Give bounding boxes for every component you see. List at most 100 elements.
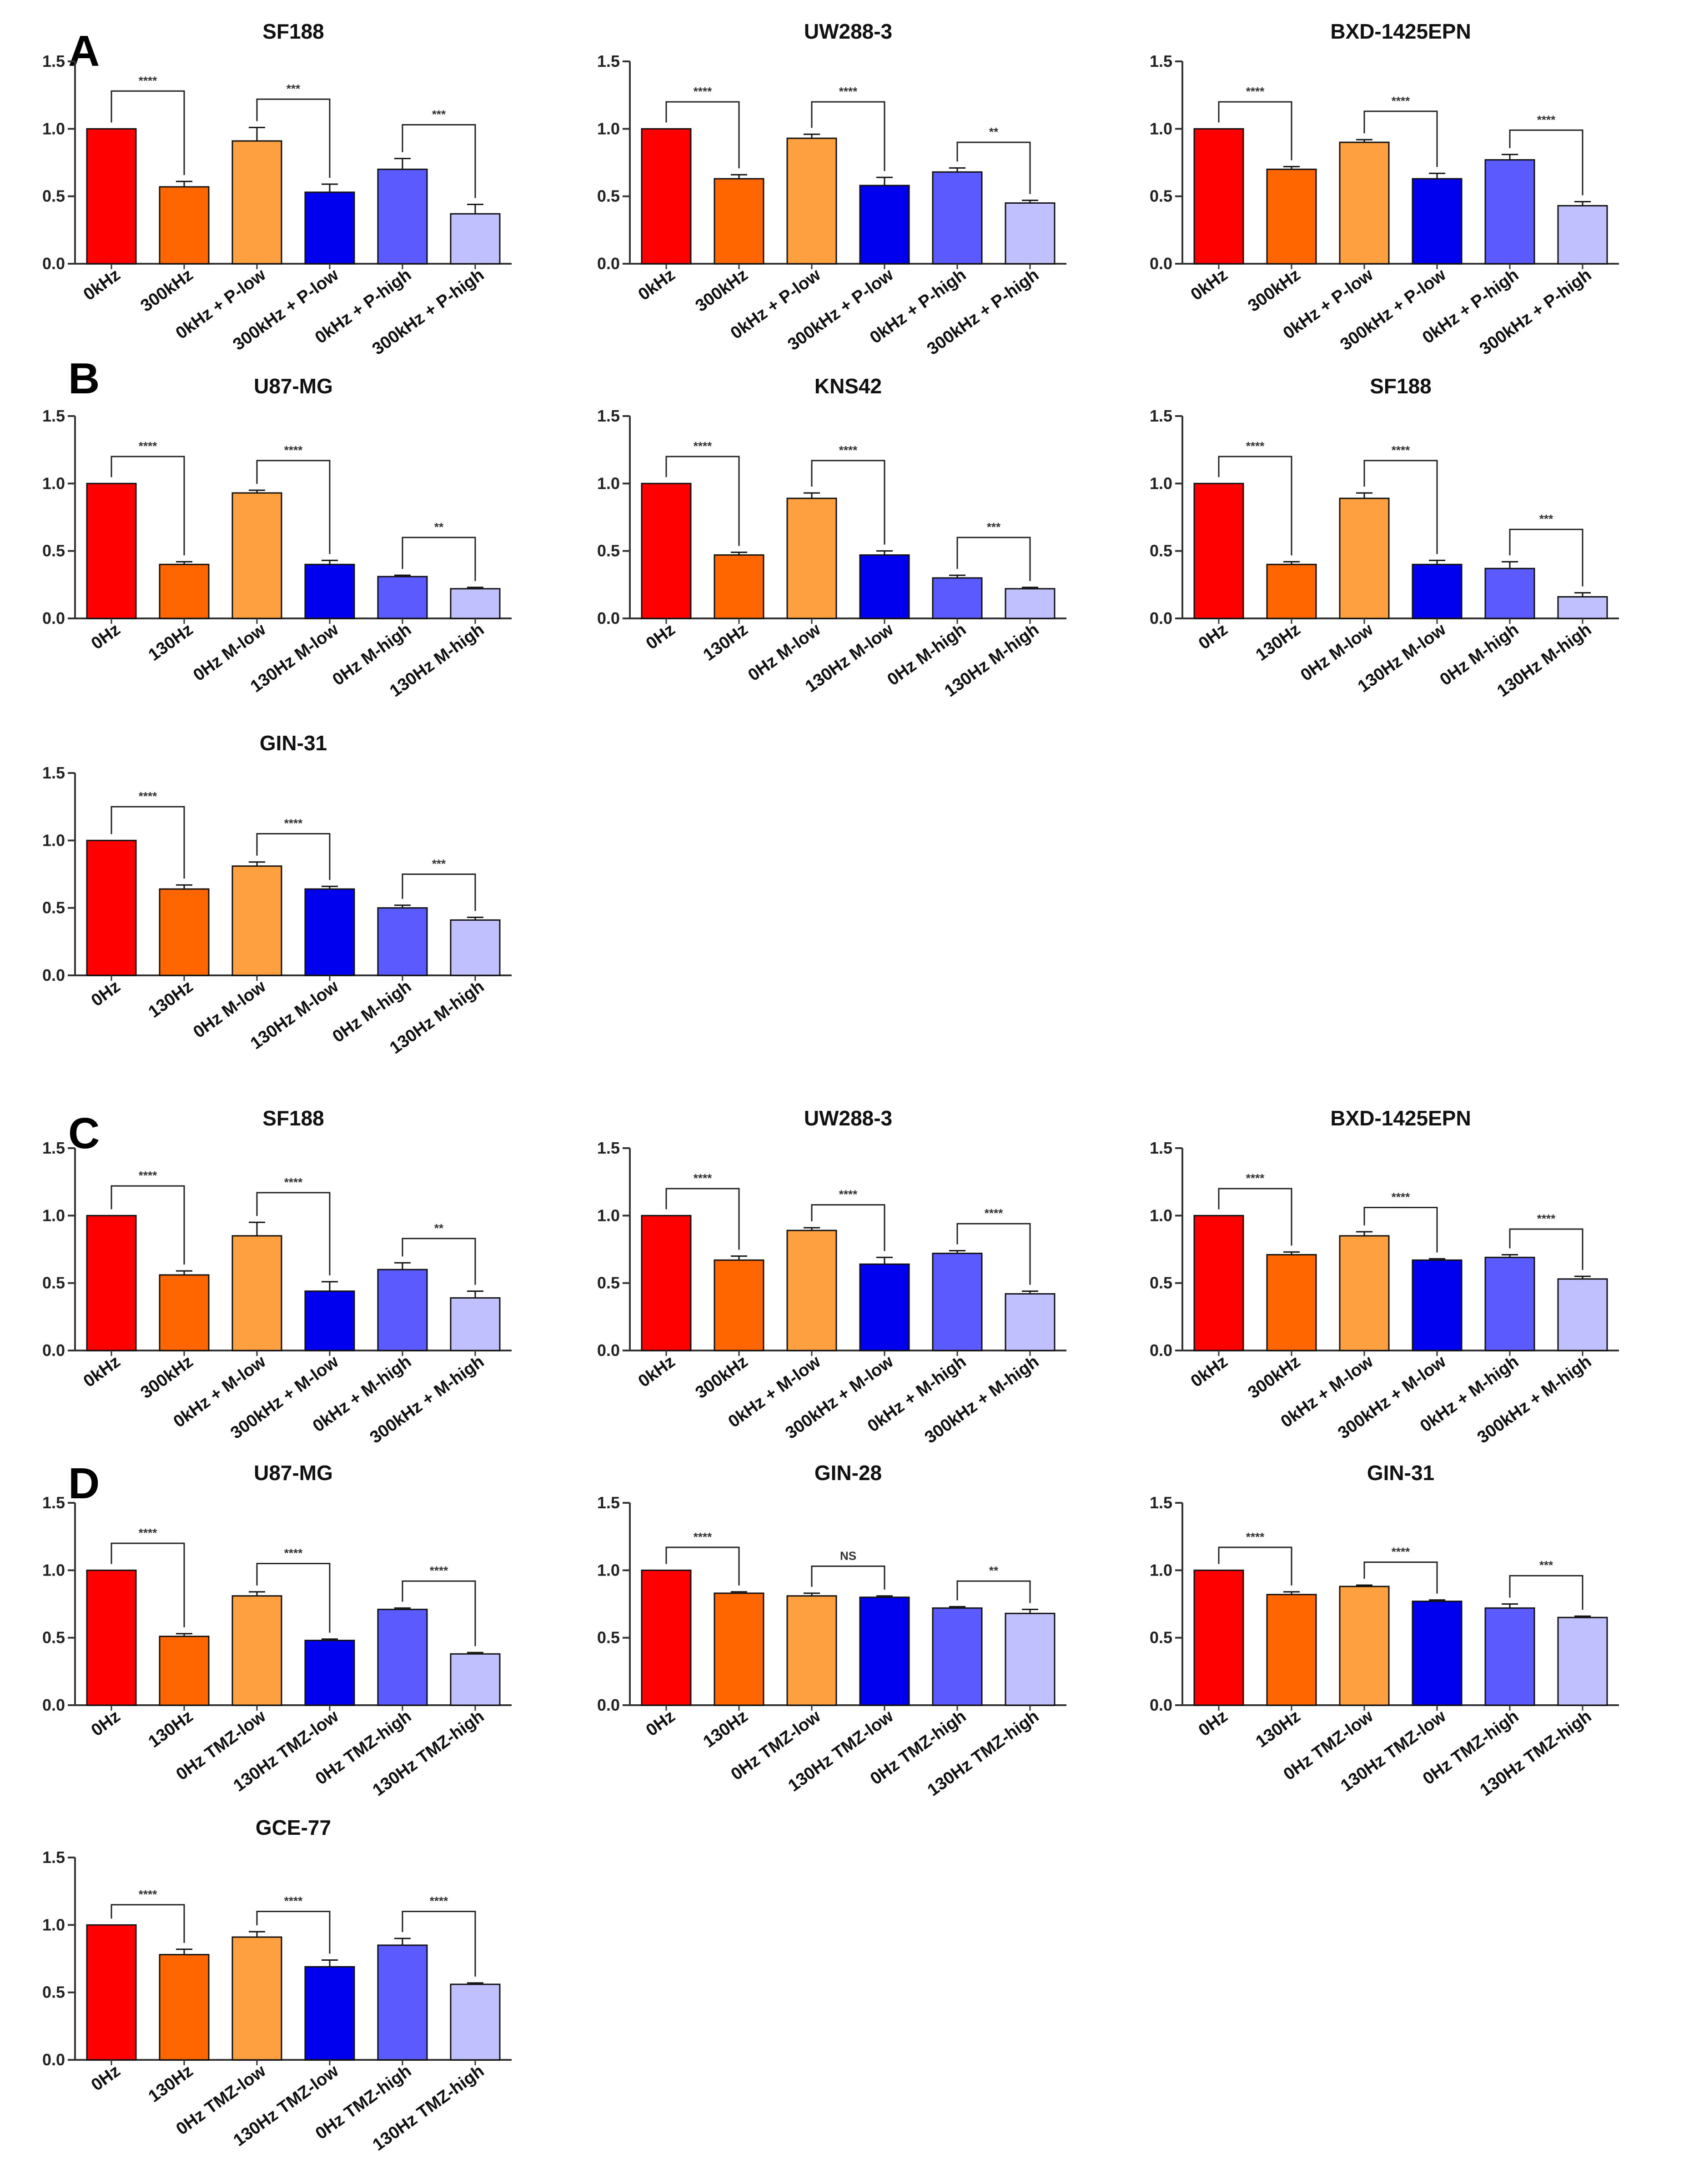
- bar: [304, 563, 355, 619]
- y-tick-label: 1.0: [42, 831, 65, 849]
- significance-label: **: [989, 1564, 999, 1577]
- y-tick-label: 1.5: [597, 52, 620, 70]
- bar: [231, 1936, 282, 2061]
- significance-bracket: [811, 1204, 885, 1251]
- significance-label: ***: [432, 107, 446, 121]
- bar: [86, 128, 137, 265]
- chart-title: SF188: [262, 20, 324, 43]
- bar: [932, 1252, 983, 1351]
- x-tick-label: 0kHz: [80, 265, 124, 304]
- significance-label: ****: [284, 443, 303, 457]
- significance-bracket: [402, 124, 476, 198]
- significance-bracket: [256, 460, 331, 554]
- bar: [1484, 1607, 1535, 1706]
- significance-label: ****: [139, 789, 157, 803]
- y-tick-label: 0.0: [1150, 1696, 1172, 1714]
- chart-title: SF188: [262, 1106, 324, 1130]
- significance-bracket: [665, 101, 740, 169]
- significance-bracket: [111, 806, 185, 879]
- bar: [159, 186, 210, 265]
- y-tick-label: 1.5: [42, 763, 65, 782]
- bar: [1005, 1612, 1056, 1706]
- y-tick-label: 1.0: [42, 119, 65, 138]
- significance-bracket: [1509, 1228, 1583, 1270]
- y-tick-label: 1.5: [1150, 52, 1172, 70]
- significance-label: ***: [1539, 1558, 1553, 1572]
- y-tick-label: 1.0: [1150, 119, 1172, 138]
- significance-label: ****: [284, 1546, 303, 1560]
- x-tick-label: 130Hz: [1252, 620, 1304, 665]
- x-tick-label: 0kHz: [1187, 265, 1231, 304]
- y-tick-label: 1.0: [597, 474, 620, 492]
- y-tick-label: 1.5: [42, 52, 65, 70]
- significance-bracket: [811, 460, 885, 545]
- significance-bracket: [402, 1911, 476, 1977]
- chart-title: BXD-1425EPN: [1330, 1106, 1471, 1130]
- bar: [377, 907, 428, 976]
- y-tick-label: 1.5: [1150, 407, 1172, 425]
- y-tick-label: 0.5: [597, 1628, 620, 1647]
- significance-bracket: [1363, 1561, 1438, 1594]
- panel-letter-c: C: [68, 1109, 100, 1158]
- chart-title: GIN-28: [814, 1461, 882, 1485]
- bar: [304, 191, 355, 265]
- y-tick-label: 0.5: [42, 899, 65, 917]
- y-tick-label: 0.0: [42, 1341, 65, 1360]
- bar: [1339, 1235, 1390, 1351]
- significance-bracket: [256, 98, 331, 178]
- bar: [786, 1595, 837, 1706]
- y-tick-label: 0.5: [1150, 1628, 1172, 1647]
- y-tick-label: 0.0: [597, 1696, 620, 1714]
- bar: [1339, 141, 1390, 265]
- chart-title: U87-MG: [254, 1461, 333, 1485]
- bar: [159, 563, 210, 619]
- significance-bracket: [111, 456, 185, 556]
- x-tick-label: 300kHz: [1245, 1352, 1304, 1402]
- bar: [1412, 1259, 1463, 1351]
- y-tick-label: 1.0: [42, 1561, 65, 1579]
- bar: [86, 839, 137, 976]
- bar: [450, 588, 501, 619]
- significance-label: ****: [694, 1530, 712, 1544]
- bar: [1193, 1569, 1244, 1706]
- significance-label: ****: [694, 439, 712, 453]
- bar: [1005, 1293, 1056, 1351]
- y-tick-label: 1.0: [42, 1206, 65, 1225]
- bar: [932, 1607, 983, 1706]
- y-tick-label: 1.0: [42, 474, 65, 492]
- bar: [86, 1924, 137, 2061]
- bar: [377, 1269, 428, 1351]
- x-tick-label: 0Hz: [643, 1707, 679, 1740]
- bar: [641, 1215, 692, 1351]
- significance-bracket: [256, 1563, 331, 1633]
- chart-title: GIN-31: [1367, 1461, 1434, 1485]
- y-tick-label: 1.5: [1150, 1493, 1172, 1512]
- bar: [1193, 1215, 1244, 1351]
- chart-title: SF188: [1370, 374, 1432, 398]
- significance-bracket: [111, 1542, 185, 1627]
- y-tick-label: 0.0: [42, 1696, 65, 1714]
- significance-label: ****: [1392, 443, 1410, 457]
- bar: [377, 1944, 428, 2061]
- panel-letter-b: B: [68, 354, 100, 403]
- bar: [377, 168, 428, 265]
- bar: [1557, 1278, 1608, 1351]
- bar: [86, 1215, 137, 1351]
- significance-label: ****: [1392, 1545, 1410, 1559]
- y-tick-label: 0.0: [1150, 254, 1172, 273]
- x-tick-label: 130Hz: [145, 977, 197, 1022]
- significance-label: **: [434, 1221, 444, 1235]
- significance-label: ****: [430, 1894, 448, 1908]
- bar: [450, 919, 501, 976]
- bar: [1484, 567, 1535, 619]
- significance-label: ****: [139, 1169, 157, 1182]
- y-tick-label: 0.5: [597, 1274, 620, 1292]
- significance-bracket: [402, 1238, 476, 1285]
- significance-bracket: [256, 1911, 331, 1954]
